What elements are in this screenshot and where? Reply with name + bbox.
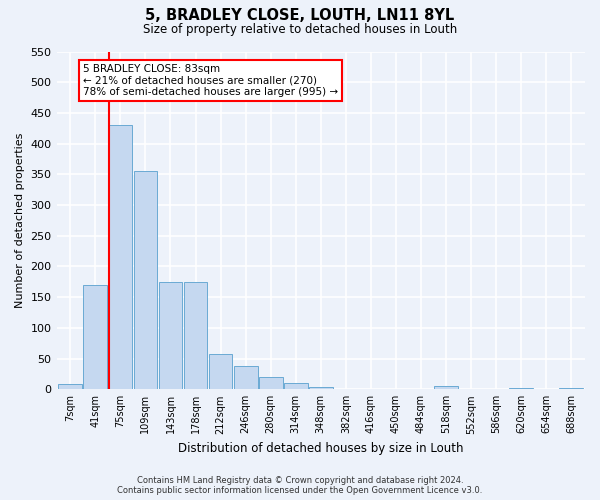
Bar xyxy=(434,386,458,390)
X-axis label: Distribution of detached houses by size in Louth: Distribution of detached houses by size … xyxy=(178,442,464,455)
Bar xyxy=(309,387,332,390)
Bar xyxy=(109,125,133,390)
Bar xyxy=(234,366,257,390)
Bar xyxy=(58,384,82,390)
Bar xyxy=(184,282,208,390)
Bar xyxy=(209,354,232,390)
Bar xyxy=(384,388,408,390)
Text: 5, BRADLEY CLOSE, LOUTH, LN11 8YL: 5, BRADLEY CLOSE, LOUTH, LN11 8YL xyxy=(145,8,455,22)
Bar xyxy=(134,172,157,390)
Bar xyxy=(259,377,283,390)
Text: 5 BRADLEY CLOSE: 83sqm
← 21% of detached houses are smaller (270)
78% of semi-de: 5 BRADLEY CLOSE: 83sqm ← 21% of detached… xyxy=(83,64,338,97)
Bar xyxy=(83,285,107,390)
Bar xyxy=(284,383,308,390)
Text: Contains HM Land Registry data © Crown copyright and database right 2024.
Contai: Contains HM Land Registry data © Crown c… xyxy=(118,476,482,495)
Bar xyxy=(559,388,583,390)
Y-axis label: Number of detached properties: Number of detached properties xyxy=(15,132,25,308)
Bar xyxy=(158,282,182,390)
Text: Size of property relative to detached houses in Louth: Size of property relative to detached ho… xyxy=(143,22,457,36)
Bar xyxy=(509,388,533,390)
